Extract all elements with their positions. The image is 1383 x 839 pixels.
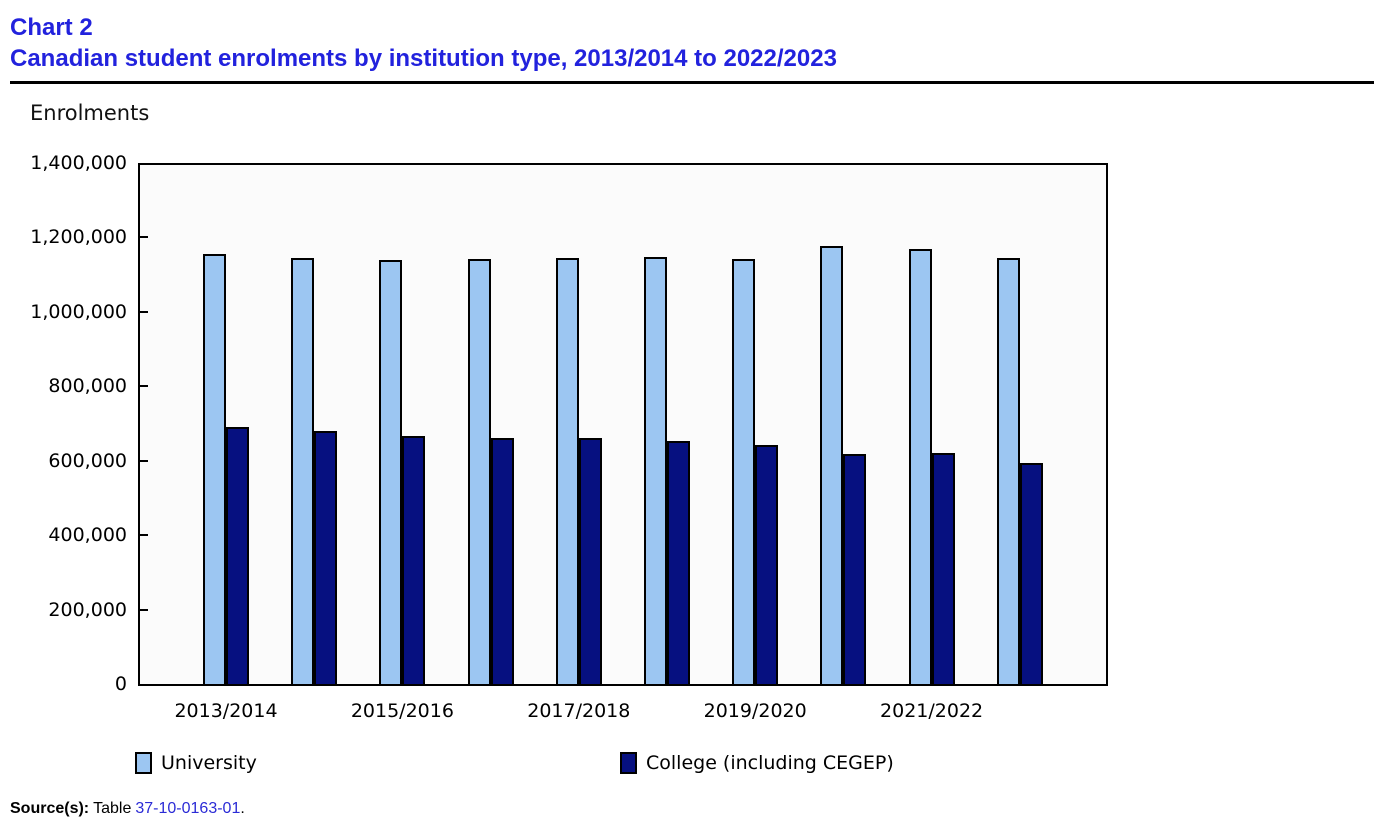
university-bar-2021-2022 <box>908 249 932 684</box>
legend-entry-college: College (including CEGEP) <box>620 751 894 775</box>
college-legend-label: College (including CEGEP) <box>646 752 894 774</box>
source-prefix: Source(s): <box>10 800 90 817</box>
college-bar-2013-2014 <box>226 427 249 684</box>
college-bar-2022-2023 <box>1019 463 1043 684</box>
source-period: . <box>240 800 245 817</box>
college-bar-2015-2016 <box>402 436 426 684</box>
x-tick-label: 2017/2018 <box>527 700 631 722</box>
college-bar-2016-2017 <box>490 438 514 684</box>
college-bar-2020-2021 <box>843 454 867 684</box>
y-tick-mark <box>140 236 148 239</box>
college-bar-2017-2018 <box>578 438 602 684</box>
university-bar-2013-2014 <box>203 254 226 684</box>
college-bar-2021-2022 <box>931 453 955 684</box>
university-bar-2019-2020 <box>732 259 756 684</box>
y-tick-label: 600,000 <box>48 449 127 472</box>
plot-area <box>138 163 1108 686</box>
college-legend-swatch <box>620 752 637 774</box>
y-tick-label: 400,000 <box>48 524 127 547</box>
university-bar-2022-2023 <box>996 258 1020 684</box>
chart-header: Chart 2 Canadian student enrolments by i… <box>10 12 1373 74</box>
y-tick-mark <box>140 310 148 313</box>
y-tick-mark <box>140 534 148 537</box>
y-tick-label: 800,000 <box>48 375 127 398</box>
university-bar-2016-2017 <box>467 259 491 684</box>
y-tick-mark <box>140 459 148 462</box>
university-bar-2015-2016 <box>379 260 403 684</box>
y-tick-label: 1,000,000 <box>30 300 127 323</box>
y-tick-mark <box>140 385 148 388</box>
college-bar-2019-2020 <box>755 445 779 684</box>
university-legend-swatch <box>135 752 152 774</box>
x-tick-label: 2015/2016 <box>350 700 454 722</box>
university-bar-2020-2021 <box>820 246 844 684</box>
university-bar-2017-2018 <box>555 258 579 684</box>
chart-title: Canadian student enrolments by instituti… <box>10 45 837 72</box>
university-legend-label: University <box>161 752 257 774</box>
college-bar-2014-2015 <box>314 431 338 684</box>
university-bar-2014-2015 <box>291 258 315 684</box>
x-tick-label: 2021/2022 <box>880 700 984 722</box>
legend-entry-university: University <box>135 751 257 775</box>
y-tick-label: 200,000 <box>48 598 127 621</box>
title-divider <box>10 81 1374 84</box>
source-line: Source(s): Table 37-10-0163-01. <box>10 800 245 818</box>
x-tick-label: 2013/2014 <box>174 700 278 722</box>
y-tick-mark <box>140 608 148 611</box>
y-tick-label: 0 <box>114 673 127 695</box>
y-axis-title: Enrolments <box>30 101 150 125</box>
source-table-word: Table <box>93 800 132 817</box>
university-bar-2018-2019 <box>644 257 667 684</box>
y-tick-label: 1,400,000 <box>30 152 127 174</box>
chart-number: Chart 2 <box>10 14 93 41</box>
college-bar-2018-2019 <box>667 441 690 684</box>
y-tick-label: 1,200,000 <box>30 226 127 249</box>
source-table-link[interactable]: 37-10-0163-01 <box>135 800 241 817</box>
x-tick-label: 2019/2020 <box>703 700 807 722</box>
